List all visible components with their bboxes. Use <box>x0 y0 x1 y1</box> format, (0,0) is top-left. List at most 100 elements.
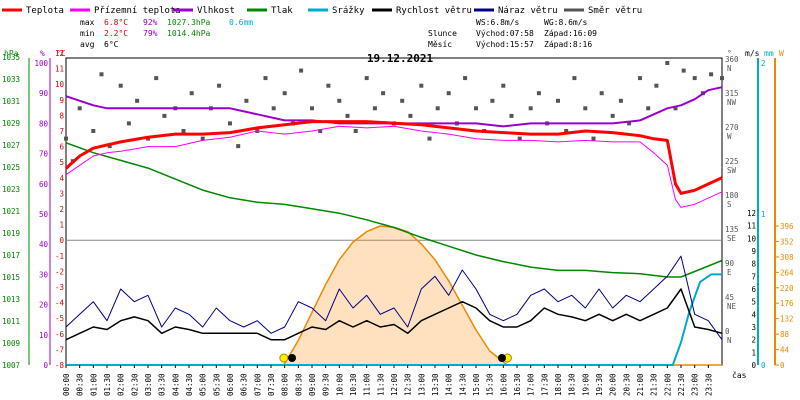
legend-label: Srážky <box>332 6 365 16</box>
stats-label: avg <box>80 40 95 49</box>
wind-tick-label: 10 <box>747 234 757 243</box>
wind-direction-point <box>536 91 541 96</box>
stats-pressure: 1014.4hPa <box>167 29 211 38</box>
solar-tick-label: 264 <box>780 268 794 277</box>
wind-direction-point <box>337 98 342 103</box>
wind-tick-label: 1 <box>751 348 756 357</box>
time-tick-label: 03:30 <box>158 373 167 396</box>
info-moon-label: Měsíc <box>428 40 452 49</box>
wind-direction-point <box>181 129 186 133</box>
legend-item: Srážky <box>308 6 365 16</box>
info-sunset: Západ:16:09 <box>544 29 597 38</box>
wind-direction-point <box>610 113 615 118</box>
pressure-tick-label: 1027 <box>2 141 20 150</box>
time-tick-label: 03:00 <box>144 373 153 396</box>
info-moonset: Západ:8:16 <box>544 40 592 49</box>
wind-direction-point <box>310 106 314 111</box>
wind-direction-point <box>408 113 413 118</box>
time-tick-label: 17:00 <box>527 373 536 396</box>
time-tick-label: 19:30 <box>595 373 604 396</box>
legend: Teplota Přízemní teplota Vlhkost Tlak Srážky… <box>2 6 642 16</box>
wind-direction-point <box>77 106 82 111</box>
wind-direction-point <box>99 72 104 77</box>
time-tick-label: 04:30 <box>185 373 194 396</box>
pressure-tick-label: 1007 <box>2 361 20 370</box>
wind-direction-point <box>556 98 560 103</box>
solar-tick-label: 0 <box>780 361 785 370</box>
time-tick-label: 04:00 <box>171 373 180 396</box>
precip-axis-unit: mm <box>764 49 774 58</box>
wind-axis-unit: m/s <box>745 49 760 58</box>
info-sun-label: Slunce <box>428 29 457 38</box>
time-tick-label: 00:00 <box>62 373 71 396</box>
wind-direction-point <box>217 83 222 88</box>
wind-direction-point <box>236 144 241 149</box>
wind-direction-point <box>654 83 659 88</box>
wind-direction-point <box>345 113 350 118</box>
wind-direction-point <box>665 61 670 65</box>
humidity-tick-label: 50 <box>39 210 49 219</box>
wind-direction-point <box>419 83 424 88</box>
wind-direction-point <box>126 121 131 126</box>
temperature-axis-unit: °C <box>56 49 66 58</box>
wind-tick-label: 3 <box>751 323 756 332</box>
time-tick-label: 09:30 <box>322 373 331 396</box>
precip-tick-label: 0 <box>761 361 766 370</box>
time-tick-label: 05:30 <box>212 373 221 396</box>
wind-tick-label: 0 <box>751 361 756 370</box>
wind-direction-point <box>709 72 714 77</box>
humidity-tick-label: 60 <box>39 180 49 189</box>
wind-direction-point <box>474 106 478 111</box>
wind-direction-point <box>353 129 358 133</box>
direction-tick-label: SW <box>727 166 737 175</box>
direction-tick-label: 135 <box>725 225 739 234</box>
time-tick-label: 10:30 <box>349 373 358 396</box>
wind-direction-point <box>162 113 167 118</box>
moon-moonrise-marker <box>497 354 506 362</box>
time-tick-label: 02:00 <box>117 373 126 396</box>
wind-tick-label: 8 <box>751 260 756 269</box>
precip-tick-label: 1 <box>761 210 766 219</box>
time-tick-label: 22:30 <box>677 373 686 396</box>
wind-direction-point <box>599 91 604 96</box>
wind-tick-label: 12 <box>747 209 756 218</box>
wind-direction-point <box>372 106 377 111</box>
temperature-line <box>64 120 723 195</box>
temperature-tick-label: 2 <box>59 205 64 214</box>
time-tick-label: 07:00 <box>253 373 262 396</box>
solar-tick-label: 352 <box>780 237 794 246</box>
time-axis: 00:00 00:30 01:00 01:30 02:00 02:30 03:00 03:30… <box>62 365 747 396</box>
pressure-tick-label: 1013 <box>2 295 20 304</box>
time-tick-label: 11:00 <box>363 373 372 396</box>
stats-block: max 6.8°C 92% 1027.3hPa 0.6mm min 2.2°C 79% 1014… <box>80 18 253 49</box>
wind-tick-label: 11 <box>747 222 756 231</box>
wind-direction-point <box>463 76 468 81</box>
wind-direction-point <box>673 106 678 111</box>
time-tick-label: 01:00 <box>89 373 98 396</box>
precip-tick-label: 2 <box>761 59 766 68</box>
plot-area <box>64 61 724 366</box>
time-tick-label: 23:30 <box>704 373 713 396</box>
wind-direction-point <box>364 76 369 81</box>
solar-tick-label: 396 <box>780 222 794 231</box>
pressure-tick-label: 1017 <box>2 251 20 260</box>
wind-direction-point <box>490 98 495 103</box>
direction-tick-label: 90 <box>725 259 735 268</box>
time-tick-label: 14:30 <box>458 373 467 396</box>
solar-radiation-area <box>66 226 722 365</box>
wind-tick-label: 9 <box>751 247 756 256</box>
pressure-tick-label: 1033 <box>2 75 20 84</box>
wind-direction-point <box>135 98 140 103</box>
wind-direction-point <box>591 136 596 141</box>
info-wind-gust: WG:8.6m/s <box>544 18 588 27</box>
temperature-tick-label: -4 <box>55 299 65 308</box>
pressure-tick-label: 1031 <box>2 97 20 106</box>
temperature-tick-label: 3 <box>59 189 64 198</box>
wind-direction-point <box>282 91 287 96</box>
pressure-tick-label: 1029 <box>2 119 20 128</box>
time-tick-label: 12:30 <box>404 373 413 396</box>
legend-item: Náraz větru <box>474 6 558 16</box>
time-tick-label: 07:30 <box>267 373 276 396</box>
moon-moonset-marker <box>288 354 297 362</box>
wind-direction-point <box>446 91 451 96</box>
